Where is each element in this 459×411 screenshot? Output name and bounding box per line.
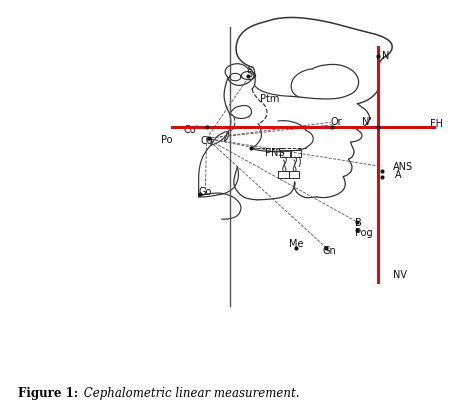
Text: Figure 1:: Figure 1: bbox=[18, 387, 78, 400]
Text: B: B bbox=[355, 218, 362, 228]
Text: Gn: Gn bbox=[322, 245, 336, 256]
Text: FH: FH bbox=[430, 119, 443, 129]
Text: Po: Po bbox=[161, 134, 172, 145]
Text: Co: Co bbox=[201, 136, 213, 146]
Text: Or: Or bbox=[331, 117, 342, 127]
Text: N: N bbox=[381, 51, 389, 61]
Text: NV: NV bbox=[392, 270, 407, 279]
Text: ANS: ANS bbox=[392, 162, 413, 171]
Text: Me: Me bbox=[289, 239, 303, 249]
Text: Ptm: Ptm bbox=[260, 94, 280, 104]
Text: N': N' bbox=[362, 117, 372, 127]
Text: Cephalometric linear measurement.: Cephalometric linear measurement. bbox=[80, 387, 300, 400]
Text: A: A bbox=[395, 171, 401, 180]
Text: Co': Co' bbox=[184, 125, 199, 134]
Text: S: S bbox=[246, 69, 252, 79]
Text: Pog: Pog bbox=[355, 228, 373, 238]
Text: Go: Go bbox=[199, 187, 212, 197]
Text: PNS: PNS bbox=[265, 148, 284, 158]
